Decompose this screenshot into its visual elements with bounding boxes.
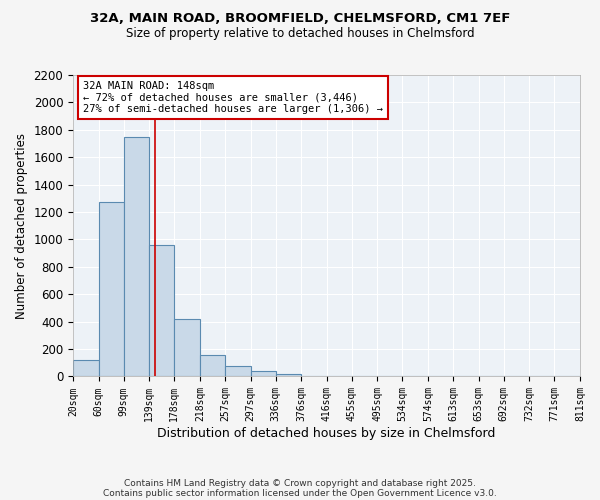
Bar [275, 374, 301, 376]
Bar [251, 371, 275, 376]
Text: 32A, MAIN ROAD, BROOMFIELD, CHELMSFORD, CM1 7EF: 32A, MAIN ROAD, BROOMFIELD, CHELMSFORD, … [90, 12, 510, 26]
Bar [174, 319, 200, 376]
Bar [124, 136, 149, 376]
X-axis label: Distribution of detached houses by size in Chelmsford: Distribution of detached houses by size … [157, 427, 496, 440]
Text: Contains public sector information licensed under the Open Government Licence v3: Contains public sector information licen… [103, 488, 497, 498]
Bar [73, 360, 98, 376]
Text: 32A MAIN ROAD: 148sqm
← 72% of detached houses are smaller (3,446)
27% of semi-d: 32A MAIN ROAD: 148sqm ← 72% of detached … [83, 81, 383, 114]
Text: Size of property relative to detached houses in Chelmsford: Size of property relative to detached ho… [125, 28, 475, 40]
Y-axis label: Number of detached properties: Number of detached properties [15, 132, 28, 318]
Bar [149, 245, 174, 376]
Bar [225, 366, 251, 376]
Bar [98, 202, 124, 376]
Bar [200, 355, 225, 376]
Text: Contains HM Land Registry data © Crown copyright and database right 2025.: Contains HM Land Registry data © Crown c… [124, 478, 476, 488]
